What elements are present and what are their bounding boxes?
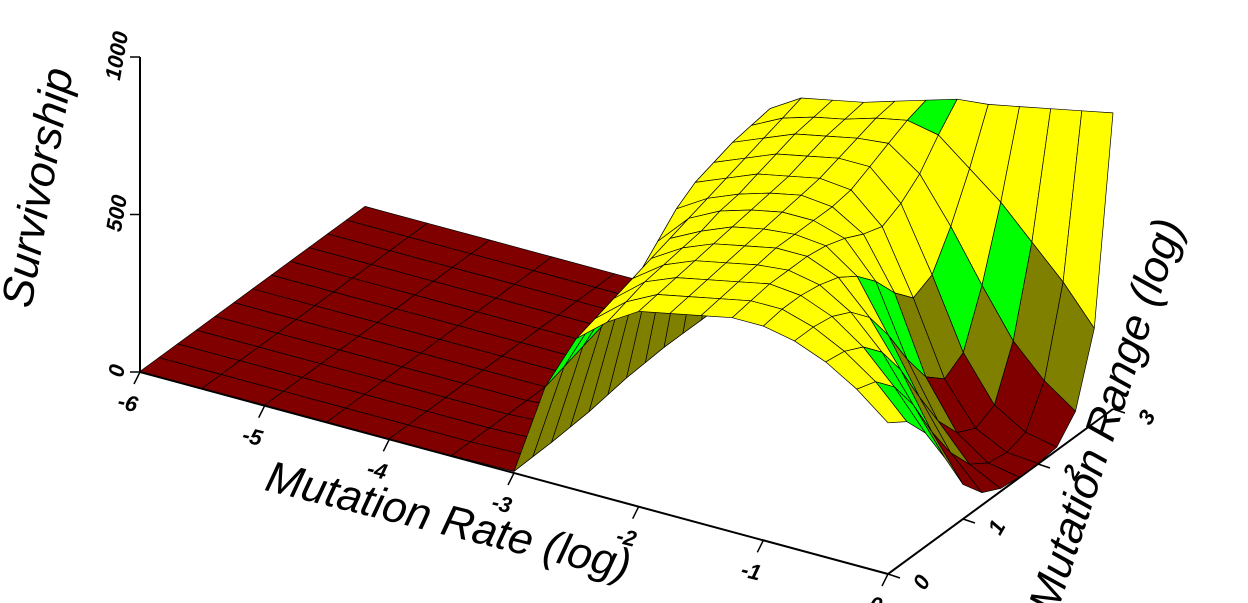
x-tick-label: -1 [739,557,764,586]
y-tick-label: 1 [983,516,1011,539]
surface-mesh [139,97,1114,493]
y-tick-label: 3 [1133,406,1161,429]
z-tick-label: 0 [103,362,130,379]
z-tick-label: 500 [101,192,132,233]
x-axis-title: Mutation Rate (log) [261,452,636,590]
y-tick [962,518,976,524]
y-tick [1112,408,1126,414]
x-tick [382,438,391,452]
y-tick-label: 0 [908,570,936,594]
y-axis-line [887,408,1114,575]
x-tick [133,371,141,385]
axes [130,56,1126,587]
x-tick [257,405,266,419]
z-axis-title: Survivorship [0,64,83,311]
x-tick [756,539,765,553]
x-tick-label: -6 [115,388,141,417]
surface-facet [856,381,908,424]
y-tick [1037,463,1051,469]
x-tick [507,472,515,486]
y-tick [887,573,901,579]
x-tick-label: -5 [240,422,266,451]
x-tick [631,506,640,520]
x-tick-label: 0 [867,591,886,603]
z-tick-label: 1000 [100,29,133,82]
x-tick [881,573,889,587]
